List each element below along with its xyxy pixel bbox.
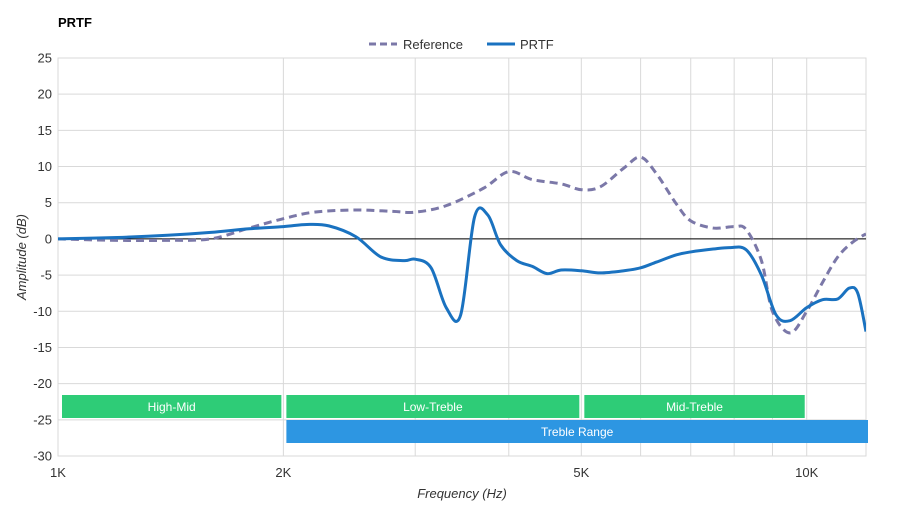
series-line-prtf bbox=[58, 206, 866, 332]
series-lines bbox=[58, 155, 866, 335]
x-tick-label: 1K bbox=[50, 465, 66, 480]
y-tick-label: -15 bbox=[33, 340, 52, 355]
band-treble-range bbox=[286, 420, 869, 443]
y-tick-label: 10 bbox=[38, 159, 52, 174]
y-tick-label: 0 bbox=[45, 231, 52, 246]
y-tick-label: -30 bbox=[33, 449, 52, 464]
x-tick-label: 10K bbox=[795, 465, 818, 480]
y-tick-label: -5 bbox=[40, 268, 52, 283]
y-tick-label: -25 bbox=[33, 412, 52, 427]
band-low-treble bbox=[286, 395, 580, 418]
y-tick-label: 20 bbox=[38, 87, 52, 102]
y-tick-label: -10 bbox=[33, 304, 52, 319]
y-tick-label: -20 bbox=[33, 376, 52, 391]
x-tick-label: 2K bbox=[275, 465, 291, 480]
legend: Reference PRTF bbox=[369, 37, 554, 52]
band-mid-treble bbox=[584, 395, 805, 418]
band-label: High-Mid bbox=[148, 400, 196, 414]
series-line-reference bbox=[58, 155, 866, 335]
x-axis-title: Frequency (Hz) bbox=[417, 486, 507, 501]
legend-label-prtf: PRTF bbox=[520, 37, 554, 52]
x-tick-label: 5K bbox=[573, 465, 589, 480]
y-tick-labels: 25 20 15 10 5 0 -5 -10 -15 -20 -25 -30 bbox=[33, 51, 52, 464]
x-tick-labels: 1K 2K 5K 10K bbox=[50, 465, 819, 480]
y-tick-label: 15 bbox=[38, 123, 52, 138]
y-tick-label: 5 bbox=[45, 195, 52, 210]
chart-title: PRTF bbox=[58, 15, 92, 30]
band-label: Treble Range bbox=[541, 425, 614, 439]
band-label: Low-Treble bbox=[403, 400, 463, 414]
frequency-bands: High-Mid Low-Treble Mid-Treble Treble Range bbox=[62, 395, 869, 443]
band-high-mid bbox=[62, 395, 282, 418]
band-label: Mid-Treble bbox=[666, 400, 723, 414]
legend-label-reference: Reference bbox=[403, 37, 463, 52]
y-tick-label: 25 bbox=[38, 51, 52, 66]
y-axis-title: Amplitude (dB) bbox=[14, 214, 29, 301]
